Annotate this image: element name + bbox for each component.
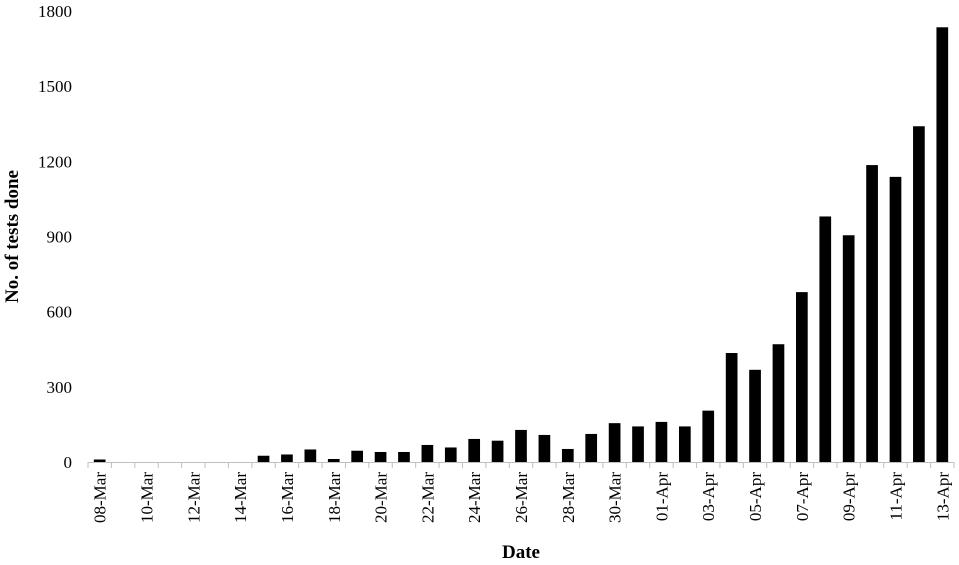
- x-tick-label: 26-Mar: [512, 472, 531, 523]
- bar-31-Mar: [632, 426, 644, 462]
- bar-22-Mar: [421, 444, 434, 462]
- bar-01-Apr: [655, 421, 668, 462]
- x-tick-label: 10-Mar: [138, 472, 157, 523]
- x-tick-label: 18-Mar: [325, 472, 344, 523]
- x-tick-label: 01-Apr: [652, 472, 671, 521]
- bar-29-Mar: [585, 433, 598, 462]
- bar-09-Apr: [842, 235, 855, 462]
- y-tick-label: 600: [47, 303, 73, 322]
- y-tick-label: 0: [64, 453, 73, 472]
- x-tick-label: 28-Mar: [559, 472, 578, 523]
- bar-24-Mar: [468, 438, 481, 462]
- bar-11-Apr: [889, 176, 902, 462]
- x-tick-label: 14-Mar: [231, 472, 250, 523]
- x-tick-label: 20-Mar: [372, 472, 391, 523]
- x-tick-label: 13-Apr: [933, 472, 952, 521]
- bar-20-Mar: [374, 451, 387, 462]
- y-axis-tick-labels: 0 300 600 900 1200 1500 1800: [38, 2, 72, 472]
- y-tick-label: 1800: [38, 2, 72, 21]
- x-tick-label: 03-Apr: [699, 472, 718, 521]
- bar-15-Mar: [257, 455, 270, 462]
- x-tick-label: 12-Mar: [184, 472, 203, 523]
- x-axis-tick-labels: 08-Mar 10-Mar 12-Mar 14-Mar 16-Mar 18-Mar 20-M…: [91, 472, 953, 523]
- bar-06-Apr: [772, 344, 785, 462]
- bar-30-Mar: [608, 423, 621, 462]
- x-tick-label: 09-Apr: [840, 472, 859, 521]
- y-tick-label: 300: [47, 378, 73, 397]
- bar-16-Mar: [281, 454, 293, 462]
- x-tick-label: 30-Mar: [606, 472, 625, 523]
- x-tick-label: 08-Mar: [91, 472, 110, 523]
- bar-05-Apr: [749, 369, 761, 462]
- bar-23-Mar: [444, 447, 457, 462]
- x-tick-label: 11-Apr: [886, 472, 905, 521]
- bar-25-Mar: [491, 440, 504, 462]
- bar-02-Apr: [678, 426, 691, 462]
- bar-19-Mar: [351, 450, 364, 462]
- bar-28-Mar: [561, 448, 574, 462]
- y-tick-label: 1500: [38, 77, 72, 96]
- y-tick-label: 1200: [38, 152, 72, 171]
- bar-12-Apr: [913, 126, 925, 462]
- bar-10-Apr: [866, 165, 878, 462]
- x-tick-label: 24-Mar: [465, 472, 484, 523]
- x-tick-label: 16-Mar: [278, 472, 297, 523]
- x-tick-label: 05-Apr: [746, 472, 765, 521]
- bar-17-Mar: [304, 449, 317, 462]
- bar-21-Mar: [398, 451, 410, 462]
- bar-27-Mar: [538, 434, 551, 462]
- bar-08-Mar: [93, 459, 106, 462]
- x-tick-label: 07-Apr: [793, 472, 812, 521]
- bar-13-Apr: [936, 27, 949, 462]
- bar-04-Apr: [725, 353, 738, 462]
- bar-26-Mar: [515, 429, 527, 462]
- bar-08-Apr: [819, 216, 832, 462]
- y-tick-label: 900: [47, 228, 73, 247]
- x-axis-tick-marks: [87, 462, 955, 468]
- x-axis-title: Date: [502, 542, 540, 563]
- bar-07-Apr: [796, 292, 808, 462]
- x-tick-label: 22-Mar: [418, 472, 437, 523]
- y-axis-title: No. of tests done: [2, 170, 23, 303]
- bars-group: [93, 27, 949, 462]
- bar-18-Mar: [327, 458, 340, 462]
- bar-03-Apr: [702, 410, 715, 462]
